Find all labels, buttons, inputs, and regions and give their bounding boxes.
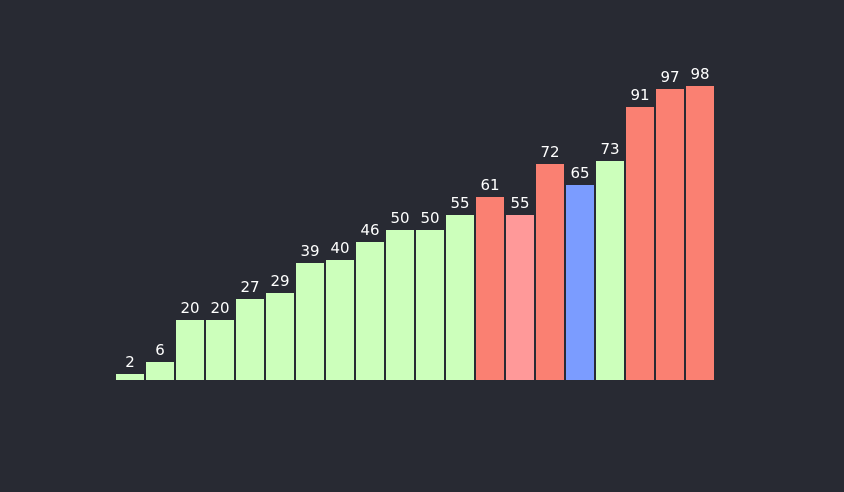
bar-5 xyxy=(236,299,264,380)
bar-value-label-12: 55 xyxy=(450,194,469,212)
bar-value-label-3: 20 xyxy=(180,299,199,317)
bar-2 xyxy=(146,362,174,380)
bar-11 xyxy=(416,230,444,380)
labels-group: 2 6 20 20 27 29 39 40 46 50 50 55 61 55 72 65 73 91 97 98 xyxy=(125,65,709,371)
bar-13 xyxy=(476,197,504,380)
bar-18 xyxy=(626,107,654,380)
bar-3 xyxy=(176,320,204,380)
bar-value-label-15: 72 xyxy=(540,143,559,161)
bars-group xyxy=(116,86,714,380)
bar-value-label-8: 40 xyxy=(330,239,349,257)
bar-value-label-19: 97 xyxy=(660,68,679,86)
bar-17 xyxy=(596,161,624,380)
bar-16 xyxy=(566,185,594,380)
bar-value-label-7: 39 xyxy=(300,242,319,260)
bar-value-label-17: 73 xyxy=(600,140,619,158)
bar-7 xyxy=(296,263,324,380)
bar-4 xyxy=(206,320,234,380)
bar-value-label-13: 61 xyxy=(480,176,499,194)
bar-8 xyxy=(326,260,354,380)
bar-value-label-16: 65 xyxy=(570,164,589,182)
bar-6 xyxy=(266,293,294,380)
bar-value-label-6: 29 xyxy=(270,272,289,290)
bar-value-label-18: 91 xyxy=(630,86,649,104)
bar-10 xyxy=(386,230,414,380)
bar-value-label-5: 27 xyxy=(240,278,259,296)
bar-value-label-14: 55 xyxy=(510,194,529,212)
bar-value-label-9: 46 xyxy=(360,221,379,239)
bar-9 xyxy=(356,242,384,380)
bar-15 xyxy=(536,164,564,380)
bar-value-label-4: 20 xyxy=(210,299,229,317)
bar-value-label-1: 2 xyxy=(125,353,135,371)
bar-value-label-2: 6 xyxy=(155,341,165,359)
bar-12 xyxy=(446,215,474,380)
bar-20 xyxy=(686,86,714,380)
bar-1 xyxy=(116,374,144,380)
bar-value-label-11: 50 xyxy=(420,209,439,227)
bar-14 xyxy=(506,215,534,380)
bar-19 xyxy=(656,89,684,380)
bar-value-label-10: 50 xyxy=(390,209,409,227)
bar-value-label-20: 98 xyxy=(690,65,709,83)
